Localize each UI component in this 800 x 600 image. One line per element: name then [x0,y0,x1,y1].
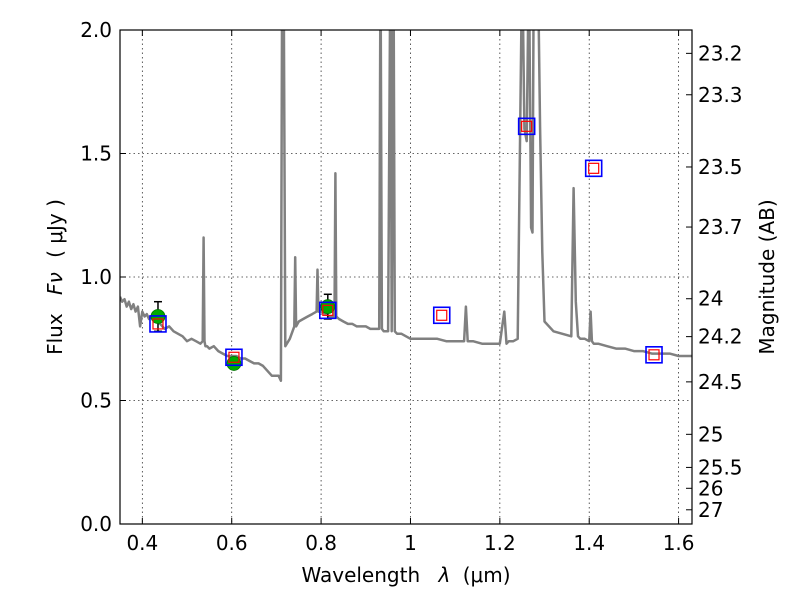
y-axis-title-right: Magnitude (AB) [755,199,779,354]
x-tick-label: 0.4 [126,531,158,555]
right-tick-label: 24 [698,287,723,311]
x-tick-label: 1.6 [663,531,695,555]
right-tick-label: 23.7 [698,215,743,239]
x-axis-unit: (μm) [463,563,511,587]
model-photometry-square [584,159,603,178]
model-spectrum-line [120,30,692,382]
model-photometry-square [149,315,167,333]
right-tick-label: 25 [698,422,723,446]
right-tick-label: 23.2 [698,41,743,65]
model-photometry-square [645,346,663,364]
right-tick-label: 24.2 [698,325,743,349]
markers-layer [149,117,663,371]
model-photometry-inner-square [521,120,533,132]
model-photometry-square [318,301,337,320]
x-axis-label: Wavelength [301,563,420,587]
model-photometry-square [432,306,451,325]
x-tick-label: 0.8 [305,531,337,555]
x-axis-symbol: λ [438,563,451,587]
right-tick-label: 26 [698,476,723,500]
x-tick-label: 1.4 [573,531,605,555]
y-tick-label: 0.0 [80,512,112,536]
y-tick-label: 1.5 [80,142,112,166]
spectrum-layer [120,30,692,382]
right-tick-label: 27 [698,498,723,522]
axis-ticks: 0.4 0.6 0.8 1 1.2 1.4 1.6 0.0 0.5 1.0 1.5 2.0 23.2 23… [80,18,742,555]
model-photometry-inner-square [436,309,448,321]
right-tick-label: 24.5 [698,370,743,394]
model-photometry-inner-square [152,318,164,330]
x-tick-label: 0.6 [216,531,248,555]
y-axis-label: Flux [43,313,67,355]
model-photometry-square [225,348,243,367]
model-photometry-inner-square [648,349,660,361]
y-tick-label: 0.5 [80,389,112,413]
model-photometry-square [517,117,536,136]
x-tick-label: 1.2 [484,531,516,555]
model-photometry-inner-square [322,304,334,316]
y-tick-label: 1.0 [80,265,112,289]
y-axis-unit: ( μJy ) [43,199,67,258]
y-tick-label: 2.0 [80,18,112,42]
y-axis-title-left: Flux Fν ( μJy ) [43,199,67,355]
right-tick-label: 23.3 [698,83,743,107]
y-axis-symbol: Fν [43,272,67,295]
x-tick-label: 1 [404,531,417,555]
model-photometry-inner-square [228,351,240,363]
right-tick-label: 25.5 [698,455,743,479]
observed-photometry-point [226,356,242,371]
model-photometry-inner-square [588,162,600,174]
x-axis-title: Wavelength λ (μm) [301,563,510,587]
right-tick-label: 23.5 [698,155,743,179]
